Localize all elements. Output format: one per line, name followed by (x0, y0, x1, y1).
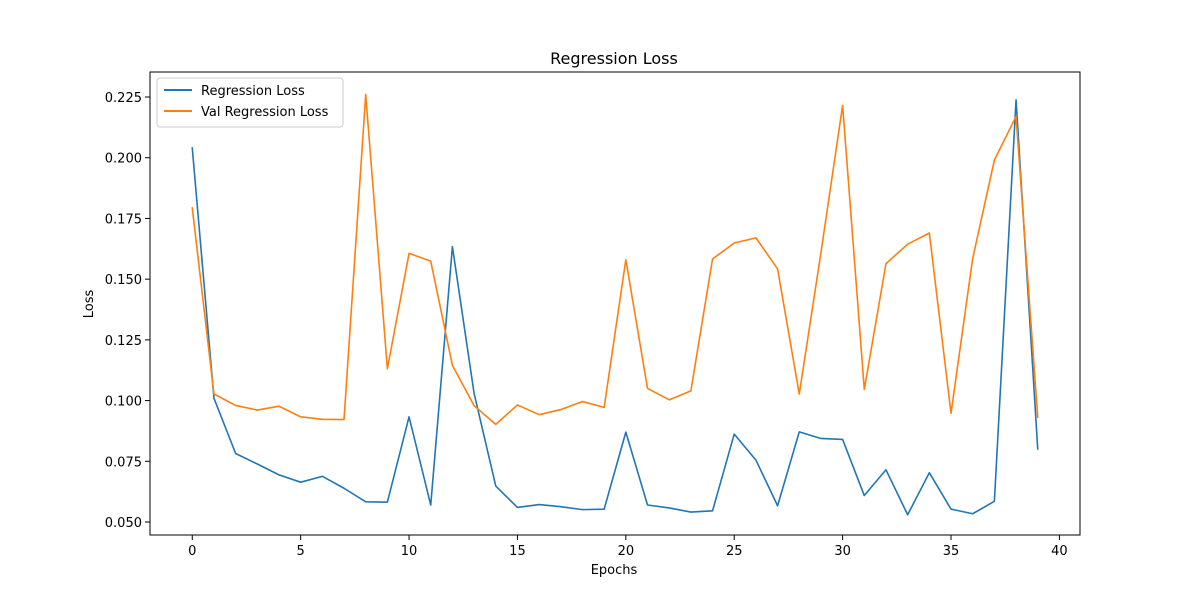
y-tick-label: 0.125 (105, 334, 142, 349)
x-axis: 0 5 10 15 20 25 30 35 40 (188, 535, 1068, 559)
legend-box (156, 77, 344, 128)
legend: Regression Loss Val Regression Loss (156, 77, 344, 128)
plot-area (149, 71, 1081, 536)
x-tick-label: 0 (188, 544, 196, 559)
x-axis-label: Epochs (591, 563, 638, 578)
x-tick-label: 40 (1051, 544, 1068, 559)
y-tick-label: 0.100 (105, 395, 142, 410)
y-tick-label: 0.225 (105, 91, 142, 106)
y-tick-label: 0.150 (105, 273, 142, 288)
y-tick-label: 0.075 (105, 455, 142, 470)
x-tick-label: 30 (834, 544, 851, 559)
x-tick-label: 15 (509, 544, 526, 559)
x-tick-label: 35 (943, 544, 960, 559)
y-axis-label: Loss (82, 290, 97, 319)
plot-frame (149, 71, 1081, 536)
series-line-val-regression-loss (191, 93, 1039, 426)
x-tick-label: 25 (726, 544, 743, 559)
x-tick-label: 20 (618, 544, 635, 559)
chart-title: Regression Loss (550, 49, 678, 68)
y-tick-label: 0.200 (105, 152, 142, 167)
series-line-regression-loss (191, 99, 1039, 516)
x-tick-label: 10 (401, 544, 418, 559)
y-tick-label: 0.175 (105, 212, 142, 227)
y-axis: 0.050 0.075 0.100 0.125 0.150 0.175 0.200 0.225 (105, 91, 150, 531)
legend-label-regression-loss: Regression Loss (201, 84, 305, 99)
legend-label-val-regression-loss: Val Regression Loss (201, 105, 329, 120)
series-layer (191, 93, 1039, 516)
y-tick-label: 0.050 (105, 516, 142, 531)
x-tick-label: 5 (297, 544, 305, 559)
